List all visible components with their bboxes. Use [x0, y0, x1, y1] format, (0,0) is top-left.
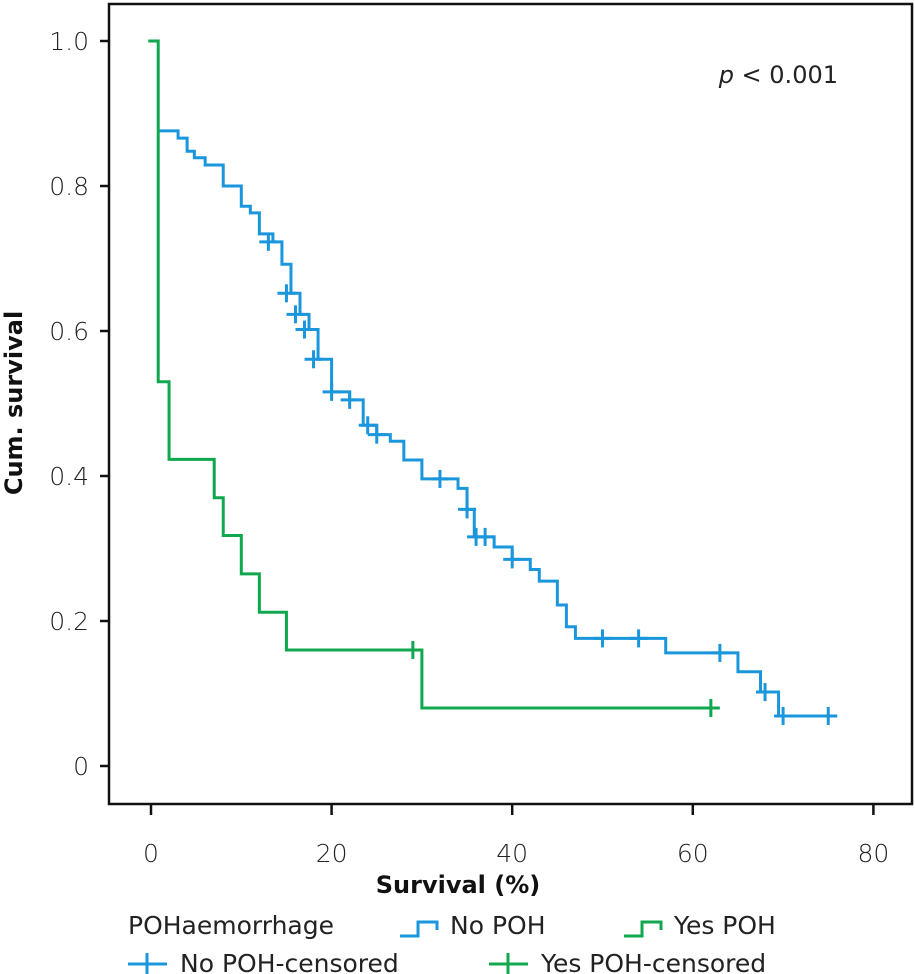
x-tick-label: 20: [316, 839, 348, 868]
yes-poh-censor-mark: [403, 641, 422, 659]
no-poh-censor-mark: [358, 416, 377, 435]
legend-no-poh-censor-icon: [128, 953, 167, 974]
p-value-text: < 0.001: [734, 61, 838, 89]
legend-yes-poh-censor-icon: [489, 953, 528, 974]
legend-yes-poh-label: Yes POH: [673, 911, 776, 940]
no-poh-censor-mark: [286, 305, 305, 324]
legend-title: POHaemorrhage: [128, 911, 334, 940]
no-poh-censor-mark: [277, 284, 296, 303]
no-poh-censor-mark: [259, 232, 278, 251]
no-poh-censor-mark: [367, 425, 386, 444]
no-poh-censor-mark: [629, 629, 648, 648]
x-axis: 0 20 40 60 80: [143, 805, 889, 868]
p-value-symbol: p: [718, 61, 734, 89]
no-poh-censor-mark: [340, 390, 359, 409]
no-poh-censor-mark: [819, 706, 838, 725]
y-axis: 0 0.2 0.4 0.6 0.8 1.0: [49, 27, 109, 781]
x-tick-label: 80: [857, 839, 889, 868]
no-poh-censor-mark: [458, 500, 477, 519]
legend-yes-poh-step-icon: [624, 920, 663, 938]
legend-no-poh-step-icon: [400, 920, 439, 938]
legend: POHaemorrhage No POH Yes POH No POH-cens…: [128, 911, 776, 974]
y-tick-label: 0.6: [49, 317, 89, 346]
yes-poh-censor-mark: [701, 699, 720, 717]
no-poh-censor-mark: [476, 527, 495, 546]
x-axis-title: Survival (%): [376, 871, 540, 899]
no-poh-censor-mark: [503, 550, 522, 569]
legend-no-poh-censored-label: No POH-censored: [180, 949, 399, 974]
no-poh-censor-mark: [774, 706, 793, 725]
y-axis-title: Cum. survival: [0, 311, 28, 495]
yes-poh-curve: [148, 39, 711, 710]
no-poh-censor-mark: [756, 683, 775, 702]
x-tick-label: 0: [143, 839, 159, 868]
no-poh-censor-mark: [322, 382, 341, 401]
x-tick-label: 60: [677, 839, 709, 868]
legend-no-poh-label: No POH: [450, 911, 546, 940]
x-tick-label: 40: [496, 839, 528, 868]
survival-curves: [148, 39, 838, 725]
y-tick-label: 0.2: [49, 607, 89, 636]
y-tick-label: 1.0: [49, 27, 89, 56]
no-poh-curve: [158, 129, 829, 718]
p-value-annotation: p < 0.001: [718, 61, 838, 89]
no-poh-censor-mark: [710, 643, 729, 662]
y-tick-label: 0.8: [49, 172, 89, 201]
y-tick-label: 0: [73, 752, 89, 781]
no-poh-censor-mark: [304, 350, 323, 369]
no-poh-censor-mark: [430, 469, 449, 488]
plot-area-frame: [107, 2, 914, 806]
legend-yes-poh-censored-label: Yes POH-censored: [540, 949, 766, 974]
no-poh-censor-mark: [593, 629, 612, 648]
no-poh-censor-mark: [295, 320, 314, 339]
y-tick-label: 0.4: [49, 462, 89, 491]
